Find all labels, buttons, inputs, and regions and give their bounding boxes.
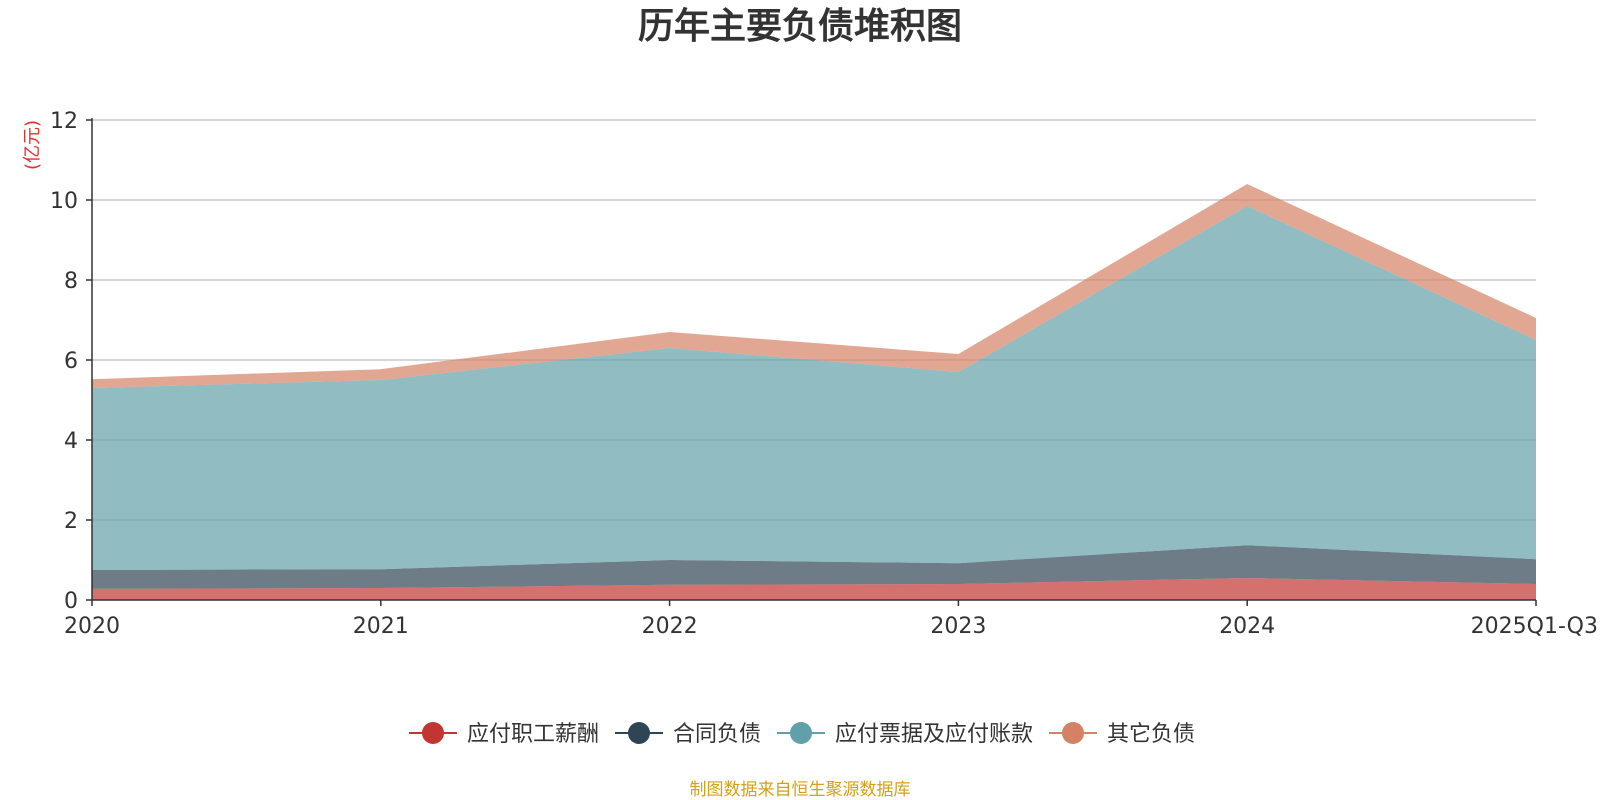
y-tick-label: 8 [64, 269, 78, 294]
legend-item-2[interactable]: 合同负债 [615, 722, 761, 747]
area-series-group [92, 184, 1536, 600]
y-tick-label: 12 [50, 109, 78, 134]
legend-marker-icon [1062, 722, 1084, 744]
y-tick-label: 2 [64, 509, 78, 534]
y-tick-label: 10 [50, 189, 78, 214]
legend-label: 合同负债 [673, 722, 761, 747]
x-tick-label: 2020 [64, 614, 120, 639]
x-tick-label: 2021 [353, 614, 409, 639]
y-tick-label: 0 [64, 589, 78, 614]
area-series-2[interactable] [92, 545, 1536, 589]
chart-title: 历年主要负债堆积图 [638, 6, 962, 47]
x-tick-label: 2024 [1219, 614, 1275, 639]
area-series-4[interactable] [92, 184, 1536, 388]
legend-item-3[interactable]: 应付票据及应付账款 [777, 722, 1033, 747]
area-series-3[interactable] [92, 206, 1536, 570]
legend-item-1[interactable]: 应付职工薪酬 [409, 722, 599, 747]
area-series-1[interactable] [92, 578, 1536, 600]
x-tick-label: 2022 [642, 614, 698, 639]
legend-label: 其它负债 [1107, 722, 1195, 747]
legend-label: 应付票据及应付账款 [835, 722, 1033, 747]
x-tick-label: 2025Q1-Q3 [1471, 614, 1598, 639]
data-source-note: 制图数据来自恒生聚源数据库 [690, 780, 911, 800]
legend-marker-icon [790, 722, 812, 744]
legend-marker-icon [422, 722, 444, 744]
legend-label: 应付职工薪酬 [467, 722, 599, 747]
y-tick-label: 6 [64, 349, 78, 374]
y-tick-label: 4 [64, 429, 78, 454]
legend[interactable]: 应付职工薪酬 合同负债 应付票据及应付账款 其它负债 [409, 722, 1195, 747]
legend-marker-icon [628, 722, 650, 744]
legend-item-4[interactable]: 其它负债 [1049, 722, 1195, 747]
axes: 0 2 4 6 8 10 12 2020 2021 2022 2023 2024 2025Q1-Q3 [50, 109, 1598, 639]
y-unit-label: (亿元) [22, 120, 43, 170]
x-tick-label: 2023 [930, 614, 986, 639]
